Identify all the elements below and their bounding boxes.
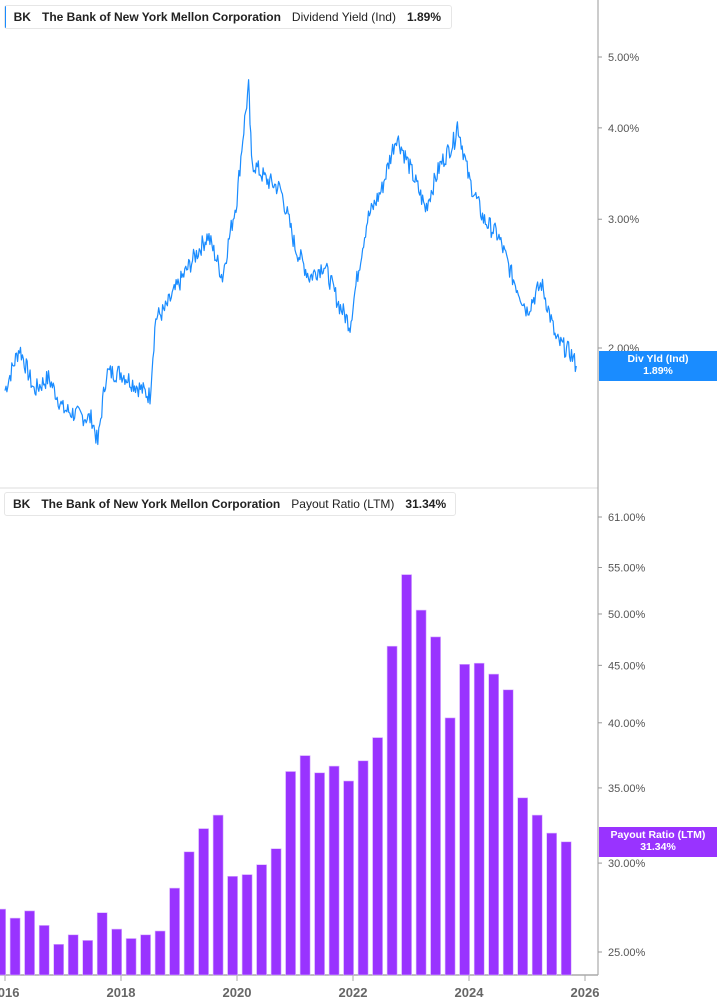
y-tick-label: 61.00% xyxy=(608,512,646,524)
payout-bar[interactable] xyxy=(212,814,224,976)
bottom-y-axis: 61.00% 55.00% 50.00% 45.00% 40.00% 35.00% 30.0… xyxy=(598,512,646,959)
payout-bar[interactable] xyxy=(444,717,456,976)
payout-bar[interactable] xyxy=(357,760,369,976)
y-tick-label: 45.00% xyxy=(608,660,646,672)
payout-bar[interactable] xyxy=(299,755,311,976)
flag-value: 1.89% xyxy=(643,365,673,377)
payout-bar[interactable] xyxy=(314,772,325,976)
company-name: The Bank of New York Mellon Corporation xyxy=(41,10,281,24)
y-tick-label: 4.00% xyxy=(608,123,639,135)
x-axis: 2016 2018 2020 2022 2024 2026 xyxy=(0,975,599,1000)
metric-value: 31.34% xyxy=(405,497,447,511)
ticker-label: BK xyxy=(13,497,31,511)
payout-bar[interactable] xyxy=(430,636,441,976)
payout-bar[interactable] xyxy=(270,848,282,976)
x-tick-label: 2016 xyxy=(0,985,19,1000)
payout-bar[interactable] xyxy=(546,832,558,976)
payout-bar[interactable] xyxy=(517,797,529,976)
top-y-axis: 5.00%4.00%3.00%2.00% xyxy=(598,52,639,355)
x-tick-label: 2018 xyxy=(107,985,136,1000)
payout-bar[interactable] xyxy=(24,910,35,976)
x-tick-label: 2024 xyxy=(455,985,485,1000)
payout-bar[interactable] xyxy=(96,912,108,976)
y-tick-label: 3.00% xyxy=(608,214,639,226)
y-tick-label: 5.00% xyxy=(608,52,639,64)
payout-bar[interactable] xyxy=(67,934,79,976)
x-tick-label: 2020 xyxy=(223,985,252,1000)
y-tick-label: 25.00% xyxy=(608,947,646,959)
payout-bar[interactable] xyxy=(9,917,21,976)
dividend-yield-legend[interactable]: BK The Bank of New York Mellon Corporati… xyxy=(4,5,452,29)
payout-ratio-bars xyxy=(0,574,572,976)
payout-bar[interactable] xyxy=(560,841,572,976)
y-tick-label: 55.00% xyxy=(608,562,646,574)
payout-bar[interactable] xyxy=(125,938,137,976)
company-name: The Bank of New York Mellon Corporation xyxy=(41,497,281,511)
payout-bar[interactable] xyxy=(241,874,253,976)
payout-bar[interactable] xyxy=(82,940,93,976)
payout-bar[interactable] xyxy=(111,928,122,976)
payout-bar[interactable] xyxy=(285,771,296,976)
payout-bar[interactable] xyxy=(415,609,427,976)
x-tick-label: 2022 xyxy=(339,985,368,1000)
metric-value: 1.89% xyxy=(406,10,441,24)
payout-bar[interactable] xyxy=(372,737,383,976)
payout-bar[interactable] xyxy=(386,645,398,976)
payout-bar[interactable] xyxy=(343,780,354,976)
ticker-label: BK xyxy=(13,10,31,24)
payout-bar[interactable] xyxy=(401,574,412,976)
payout-bar[interactable] xyxy=(169,887,180,976)
y-tick-label: 50.00% xyxy=(608,609,646,621)
payout-bar[interactable] xyxy=(459,663,470,976)
y-tick-label: 35.00% xyxy=(608,783,646,795)
dividend-yield-line xyxy=(4,79,577,446)
metric-name: Dividend Yield (Ind) xyxy=(291,10,396,24)
payout-bar[interactable] xyxy=(531,814,543,976)
payout-bar[interactable] xyxy=(227,875,238,976)
payout-bar[interactable] xyxy=(53,943,65,976)
payout-bar[interactable] xyxy=(154,930,166,976)
payout-bar[interactable] xyxy=(328,765,340,976)
payout-bar[interactable] xyxy=(256,864,267,976)
payout-ratio-legend[interactable]: BK The Bank of New York Mellon Corporati… xyxy=(4,492,456,516)
y-tick-label: 40.00% xyxy=(608,718,646,730)
payout-bar[interactable] xyxy=(198,828,209,976)
flag-label: Div Yld (Ind) xyxy=(627,353,689,365)
payout-bar[interactable] xyxy=(488,673,500,976)
dividend-yield-flag: Div Yld (Ind) 1.89% xyxy=(599,351,717,381)
flag-value: 31.34% xyxy=(640,841,676,853)
payout-bar[interactable] xyxy=(38,925,50,976)
metric-name: Payout Ratio (LTM) xyxy=(291,497,395,511)
payout-ratio-flag: Payout Ratio (LTM) 31.34% xyxy=(599,827,717,857)
payout-bar[interactable] xyxy=(0,908,6,976)
x-tick-label: 2026 xyxy=(571,985,600,1000)
payout-bar[interactable] xyxy=(502,689,514,976)
payout-bar[interactable] xyxy=(183,851,195,976)
payout-bar[interactable] xyxy=(140,934,151,976)
flag-label: Payout Ratio (LTM) xyxy=(610,829,706,841)
payout-bar[interactable] xyxy=(473,662,485,976)
y-tick-label: 30.00% xyxy=(608,858,646,870)
series-color-swatch xyxy=(5,6,6,28)
